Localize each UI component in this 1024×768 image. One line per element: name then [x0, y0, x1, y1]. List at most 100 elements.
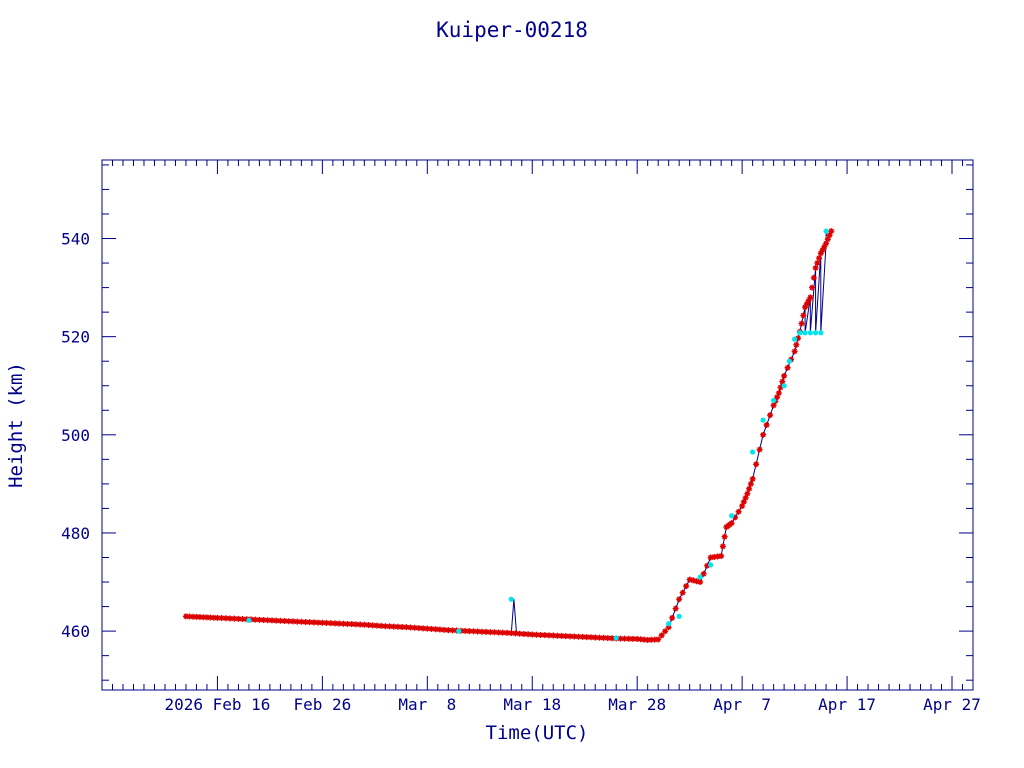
data-point: [828, 228, 835, 235]
data-point: [512, 630, 519, 637]
data-point: [269, 617, 276, 624]
data-point: [189, 613, 196, 620]
data-point: [315, 619, 322, 626]
data-point: [365, 622, 372, 629]
data-point: [323, 619, 330, 626]
y-tick-label: 500: [61, 426, 90, 445]
data-point: [719, 543, 726, 550]
data-point: [596, 634, 603, 641]
data-point: [310, 619, 317, 626]
data-point: [382, 623, 389, 630]
data-point: [604, 635, 611, 642]
data-point-alt: [508, 596, 514, 602]
data-point: [798, 320, 805, 327]
data-point: [352, 621, 359, 628]
data-point: [420, 625, 427, 632]
plot-frame: [101, 159, 974, 691]
data-point: [394, 623, 401, 630]
data-point: [432, 626, 439, 633]
data-point: [756, 446, 763, 453]
data-point-alt: [760, 417, 766, 423]
data-point: [707, 554, 714, 561]
data-point: [466, 628, 473, 635]
chart-title: Kuiper-00218: [436, 18, 588, 42]
data-point-alt: [807, 330, 813, 336]
data-point: [583, 634, 590, 641]
data-point: [658, 632, 665, 639]
data-point: [302, 618, 309, 625]
data-point: [357, 621, 364, 628]
data-point: [592, 634, 599, 641]
data-point: [340, 620, 347, 627]
data-point-alt: [818, 330, 824, 336]
data-point: [644, 636, 651, 643]
x-tick-label: Apr 27: [923, 695, 981, 714]
y-tick-label: 480: [61, 524, 90, 543]
data-point: [218, 615, 225, 622]
data-point: [196, 614, 203, 621]
data-point: [676, 596, 683, 603]
data-point: [807, 294, 814, 301]
data-point: [805, 297, 812, 304]
data-point-alt: [666, 621, 672, 627]
data-point: [665, 624, 672, 631]
data-point: [672, 605, 679, 612]
data-point: [747, 480, 754, 487]
data-point-alt: [781, 383, 787, 389]
data-point: [777, 384, 784, 391]
data-point: [826, 232, 833, 239]
data-point: [693, 578, 700, 585]
data-point-alt: [786, 358, 792, 364]
data-point: [588, 634, 595, 641]
data-point: [760, 431, 767, 438]
data-point: [516, 630, 523, 637]
data-point: [491, 629, 498, 636]
x-tick-label: Mar 28: [608, 695, 666, 714]
data-point: [390, 623, 397, 630]
y-tick-label: 460: [61, 622, 90, 641]
data-point: [812, 264, 819, 271]
data-point: [449, 627, 456, 634]
axis-ticks: [102, 160, 973, 690]
data-point: [533, 631, 540, 638]
data-point-alt: [708, 562, 714, 568]
data-point: [525, 631, 532, 638]
y-tick-label: 520: [61, 328, 90, 347]
data-point: [679, 589, 686, 596]
data-point: [718, 553, 725, 560]
data-point: [281, 618, 288, 625]
x-tick-label: Feb 26: [293, 695, 351, 714]
data-point: [803, 300, 810, 307]
data-point: [763, 422, 770, 428]
data-point-alt: [823, 228, 829, 234]
data-point: [445, 627, 452, 634]
data-point: [637, 636, 644, 643]
data-point: [306, 619, 313, 626]
y-axis-label: Height (km): [5, 362, 27, 488]
data-point: [800, 312, 807, 319]
data-point: [817, 250, 824, 257]
data-point: [739, 502, 746, 509]
data-point-alt: [802, 330, 808, 336]
data-point: [621, 635, 628, 642]
x-axis-label: Time(UTC): [486, 722, 589, 744]
data-point: [260, 617, 267, 624]
x-tick-label: Mar 8: [398, 695, 456, 714]
data-point: [746, 485, 753, 492]
data-point: [774, 394, 781, 401]
data-point: [781, 372, 788, 379]
data-point: [441, 626, 448, 633]
data-point: [821, 243, 828, 250]
data-point: [814, 260, 821, 267]
data-point: [252, 616, 259, 623]
data-point: [795, 335, 802, 342]
data-point: [256, 616, 263, 623]
data-point: [378, 622, 385, 629]
data-point: [264, 617, 271, 624]
data-point: [399, 623, 406, 630]
data-point: [424, 625, 431, 632]
data-point: [474, 628, 481, 635]
data-point: [625, 635, 632, 642]
data-point: [809, 284, 816, 291]
y-tick-label: 540: [61, 230, 90, 249]
